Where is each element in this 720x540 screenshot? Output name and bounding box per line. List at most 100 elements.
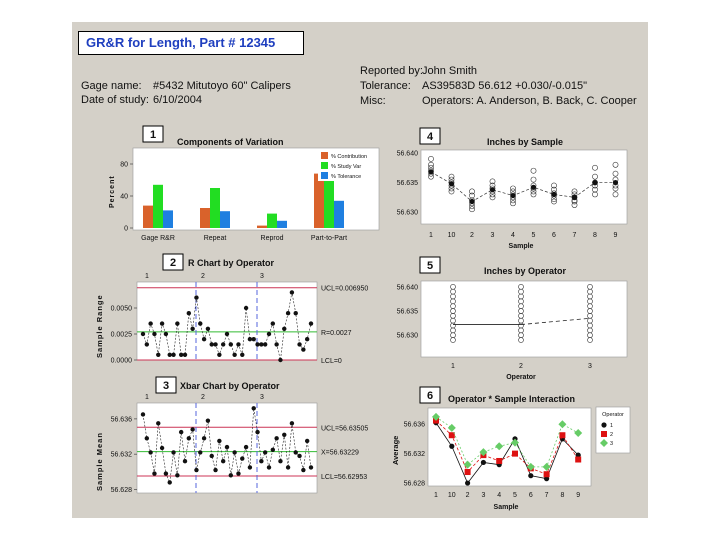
components-ytick-label-0: 0 — [124, 226, 128, 233]
by-sample-point — [469, 206, 475, 213]
xbar-center-label: X=56.63229 — [321, 450, 359, 457]
by-sample-mean-point — [489, 187, 496, 193]
panel-number-5-box — [419, 256, 441, 274]
by-operator-point — [518, 337, 524, 343]
by-sample-mean-point — [510, 192, 516, 199]
xbar-point — [285, 465, 291, 470]
rchart-point — [171, 352, 176, 357]
components-legend-label: % Study Var — [331, 164, 361, 170]
by-operator-ytick-label-0: 56.630 — [397, 333, 419, 340]
components-bar — [200, 208, 210, 228]
rchart-point — [304, 337, 310, 342]
xbar-point — [144, 436, 150, 441]
xbar-point — [289, 421, 295, 426]
rchart-point — [262, 342, 268, 347]
interaction-point — [464, 469, 471, 476]
interaction-legend-label: 3 — [610, 441, 613, 447]
by-operator-xlabel: Operator — [506, 374, 536, 381]
rchart-point — [182, 352, 188, 357]
interaction-category-label: 9 — [576, 492, 580, 499]
rchart-plot-area — [136, 281, 318, 361]
by-sample-mean-line — [430, 171, 616, 202]
components-bar — [220, 211, 230, 228]
rchart-point — [167, 352, 172, 357]
rchart-point — [266, 331, 272, 337]
by-sample-category-label: 5 — [532, 232, 536, 239]
components-bar — [163, 210, 173, 228]
xbar-ytick-label-0: 56.628 — [111, 487, 133, 494]
components-title: Components of Variation — [177, 137, 284, 147]
panel-number-6: 6 — [427, 390, 433, 402]
rchart-ytick-label-2: 0.0050 — [111, 306, 133, 313]
rchart-point — [148, 321, 153, 326]
by-sample-mean-point — [469, 198, 475, 205]
xbar-point — [140, 412, 146, 417]
panel-number-2: 2 — [170, 257, 176, 269]
by-sample-category-label: 6 — [552, 232, 556, 239]
xbar-point — [266, 465, 272, 470]
rchart-point — [186, 311, 192, 316]
xbar-point — [198, 450, 203, 455]
by-sample-mean-point — [448, 181, 455, 187]
components-ytick-label-1: 40 — [120, 194, 128, 201]
components-bar — [277, 220, 287, 228]
by-sample-category-label: 9 — [614, 232, 618, 239]
rchart-title: R Chart by Operator — [188, 258, 275, 268]
xbar-point — [255, 429, 260, 435]
interaction-point — [544, 476, 550, 482]
components-category-label: Gage R&R — [141, 235, 175, 242]
rchart-point — [274, 342, 279, 347]
rchart-point — [293, 311, 298, 316]
gage-name-label: Gage name: — [81, 80, 142, 92]
rchart-point — [232, 352, 237, 357]
by-operator-title: Inches by Operator — [484, 266, 567, 276]
interaction-category-label: 1 — [434, 492, 438, 499]
interaction-point — [479, 448, 488, 457]
interaction-point — [528, 473, 534, 479]
by-sample-point — [448, 188, 455, 195]
xbar-point — [167, 480, 172, 485]
interaction-category-label: 2 — [466, 492, 470, 499]
reported-by-value: John Smith — [422, 65, 478, 77]
rchart-point — [247, 337, 253, 342]
rchart-point — [301, 347, 306, 352]
by-sample-point — [612, 170, 619, 177]
by-sample-point — [428, 161, 434, 168]
interaction-legend-label: 1 — [610, 423, 613, 429]
rchart-ytick-label-1: 0.0025 — [111, 332, 133, 339]
misc-value: Operators: A. Anderson, B. Back, C. Coop… — [422, 95, 637, 107]
xbar-point — [247, 465, 253, 470]
xbar-point — [163, 471, 169, 476]
interaction-point — [543, 471, 550, 478]
by-sample-xlabel: Sample — [509, 243, 534, 250]
rchart-point — [213, 342, 218, 347]
rchart-point — [220, 342, 226, 347]
date-label: Date of study: — [81, 94, 149, 106]
rchart-point — [285, 311, 291, 316]
interaction-point — [463, 460, 472, 469]
components-category-label: Part-to-Part — [311, 235, 347, 242]
by-sample-mean-point — [428, 169, 434, 175]
xbar-point — [278, 459, 283, 464]
by-sample-point — [571, 202, 578, 208]
xbar-point — [159, 445, 165, 451]
by-operator-plot-area — [420, 280, 628, 358]
rchart-point — [190, 326, 195, 331]
rchart-operator-label: 3 — [260, 273, 264, 280]
rchart-point — [289, 290, 295, 295]
interaction-point — [542, 462, 551, 471]
by-sample-point — [612, 191, 619, 198]
interaction-xlabel: Sample — [494, 504, 519, 511]
rchart-point — [198, 321, 203, 326]
xbar-point — [175, 473, 180, 478]
panel-number-1: 1 — [150, 129, 156, 141]
by-sample-ytick-label-1: 56.635 — [397, 180, 419, 187]
components-bar — [324, 162, 334, 228]
xbar-point — [308, 465, 314, 470]
xbar-point — [213, 467, 218, 473]
rchart-point — [194, 295, 199, 300]
by-sample-point — [530, 167, 537, 174]
interaction-point — [448, 432, 455, 439]
by-sample-category-label: 3 — [491, 232, 495, 239]
